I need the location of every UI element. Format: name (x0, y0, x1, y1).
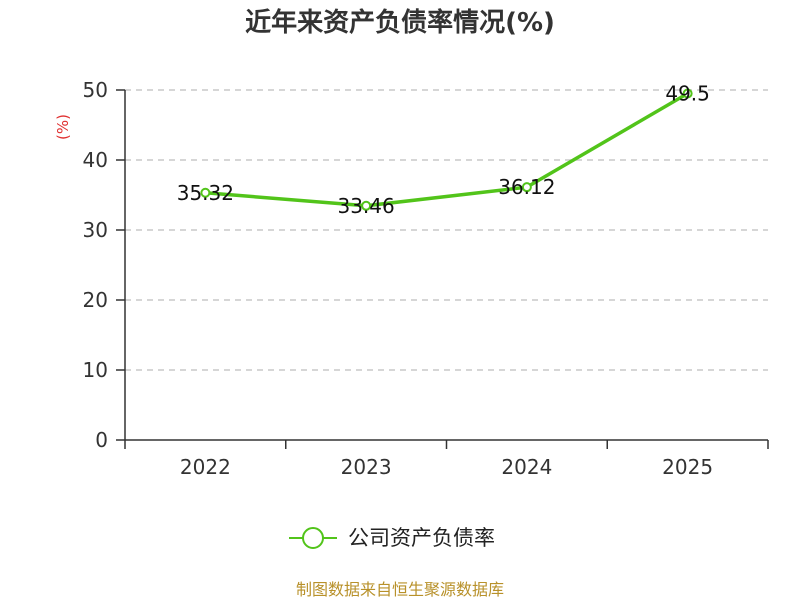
x-tick-label: 2025 (662, 455, 713, 479)
legend: 公司资产负债率 (289, 526, 495, 550)
data-labels: 35.32 33.46 36.12 49.5 (177, 82, 710, 218)
data-label: 35.32 (177, 181, 234, 205)
x-tick-label: 2024 (501, 455, 552, 479)
y-axis-unit-label: (%) (54, 114, 72, 140)
x-tick-label: 2023 (341, 455, 392, 479)
data-point (521, 182, 532, 193)
x-tick-label: 2022 (180, 455, 231, 479)
axes: 0 10 20 30 40 50 2022 2023 2024 2025 (83, 78, 769, 479)
series-layer (200, 88, 693, 211)
y-tick-label: 20 (83, 288, 108, 312)
y-tick-label: 0 (95, 428, 108, 452)
source-note: 制图数据来自恒生聚源数据库 (296, 580, 504, 599)
y-tick-label: 40 (83, 148, 108, 172)
data-point (200, 187, 211, 198)
data-label: 36.12 (498, 175, 555, 199)
data-label: 33.46 (337, 194, 394, 218)
series-line (205, 91, 689, 208)
chart-title: 近年来资产负债率情况(%) (245, 7, 555, 38)
legend-marker-icon (302, 527, 324, 549)
data-label: 49.5 (665, 82, 710, 106)
y-tick-label: 30 (83, 218, 108, 242)
y-tick-label: 50 (83, 78, 108, 102)
data-point (682, 88, 693, 99)
legend-label: 公司资产负债率 (348, 526, 495, 550)
y-tick-label: 10 (83, 358, 108, 382)
gridlines (125, 89, 768, 371)
data-point (361, 200, 372, 211)
